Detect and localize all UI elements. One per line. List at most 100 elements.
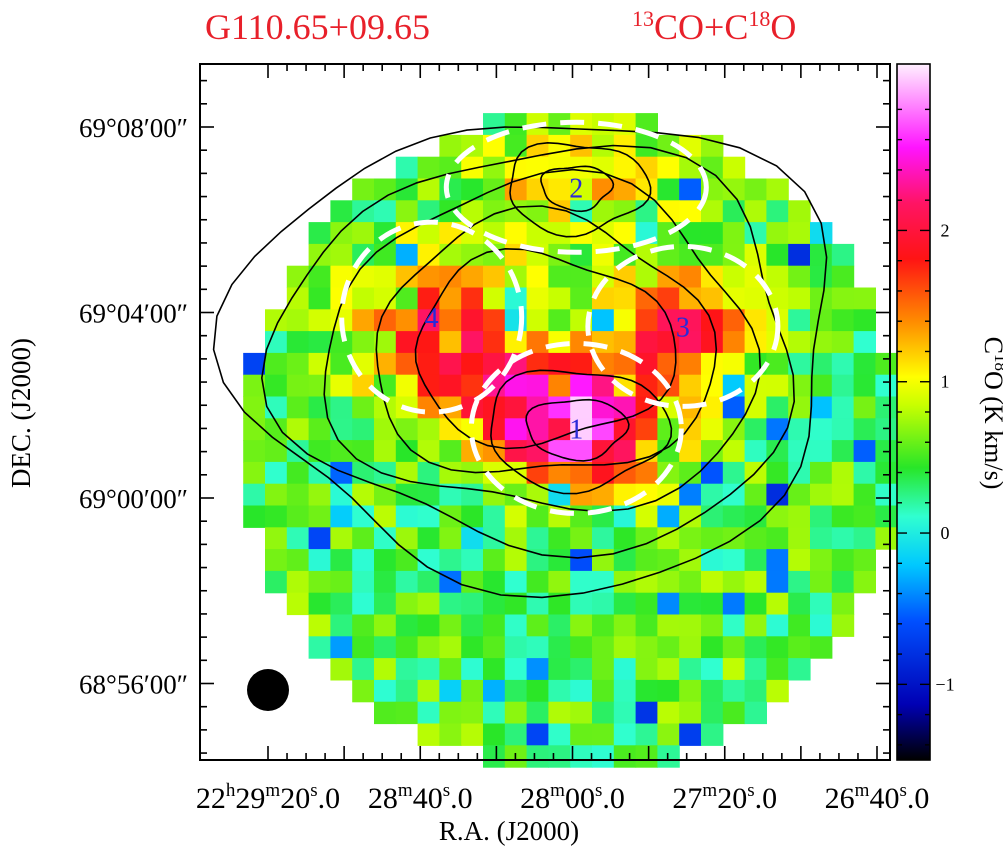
- heatmap-cell: [395, 265, 419, 289]
- clump-outline: [468, 340, 684, 516]
- heatmap-cell: [417, 723, 440, 746]
- beam-marker: [247, 669, 289, 711]
- heatmap-cell: [374, 396, 397, 419]
- heatmap-cell: [395, 505, 419, 528]
- heatmap-cell: [766, 200, 789, 223]
- heatmap-cell: [461, 723, 484, 746]
- heatmap-cell: [374, 549, 397, 572]
- heatmap-cell: [374, 178, 397, 201]
- heatmap-cell: [657, 505, 680, 528]
- heatmap-cell: [570, 527, 593, 550]
- heatmap-cell: [483, 418, 506, 441]
- heatmap-cell: [570, 614, 593, 637]
- heatmap-cell: [439, 527, 462, 550]
- heatmap-cell: [570, 440, 593, 463]
- heatmap-cell: [810, 265, 833, 289]
- heatmap-cell: [831, 418, 855, 441]
- heatmap-cell: [417, 636, 440, 659]
- heatmap-cell: [417, 331, 440, 354]
- heatmap-cell: [701, 374, 724, 398]
- heatmap-cell: [613, 440, 637, 463]
- colorbar-tick-label: 0: [941, 523, 950, 543]
- heatmap-cell: [570, 287, 593, 310]
- heatmap-cell: [374, 570, 397, 594]
- heatmap-cell: [853, 570, 876, 594]
- heatmap-cell: [570, 658, 593, 681]
- heatmap-cell: [330, 440, 353, 463]
- heatmap-cell: [504, 374, 528, 398]
- heatmap-cell: [701, 200, 724, 223]
- heatmap-cell: [722, 156, 746, 180]
- heatmap-cell: [483, 287, 506, 310]
- heatmap-cell: [744, 483, 767, 507]
- heatmap-cell: [788, 505, 811, 528]
- heatmap-cell: [352, 636, 375, 659]
- heatmap-cell: [701, 505, 724, 528]
- heatmap-cell: [395, 156, 419, 180]
- heatmap-cell: [374, 265, 397, 289]
- heatmap-cell: [439, 614, 462, 637]
- heatmap-cell: [744, 527, 767, 550]
- heatmap-cell: [548, 723, 571, 746]
- heatmap-cell: [592, 374, 615, 398]
- heatmap-cell: [788, 658, 811, 681]
- contour-line: [375, 205, 718, 474]
- clump-outlines: [339, 119, 781, 516]
- heatmap-cell: [635, 352, 658, 376]
- heatmap-cell: [352, 592, 375, 616]
- heatmap-cell: [504, 701, 528, 725]
- heatmap-cell: [395, 658, 419, 681]
- heatmap-cell: [679, 265, 702, 289]
- heatmap-cell: [722, 549, 746, 572]
- heatmap-cell: [548, 679, 571, 703]
- heatmap-cell: [766, 461, 789, 485]
- heatmap-cell: [374, 200, 397, 223]
- heatmap-cell: [548, 200, 571, 223]
- heatmap-cell: [526, 658, 549, 681]
- heatmap-cell: [439, 200, 462, 223]
- heatmap-cell: [526, 287, 549, 310]
- heatmap-cell: [766, 222, 789, 245]
- heatmap-cell: [417, 440, 440, 463]
- heatmap-cell: [417, 592, 440, 616]
- heatmap-cell: [766, 352, 789, 376]
- heatmap-cell: [701, 156, 724, 180]
- heatmap-cell: [439, 723, 462, 746]
- heatmap-cell: [679, 178, 702, 201]
- heatmap-cell: [810, 396, 833, 419]
- heatmap-cell: [613, 723, 637, 746]
- heatmap-cell: [504, 549, 528, 572]
- heatmap-cell: [483, 570, 506, 594]
- x-tick-label: 28m40s.0: [368, 780, 473, 815]
- heatmap-cell: [526, 745, 549, 768]
- heatmap-cell: [657, 636, 680, 659]
- heatmap-cell: [504, 440, 528, 463]
- heatmap-cell: [570, 243, 593, 267]
- heatmap-cell: [657, 723, 680, 746]
- heatmap-cell: [395, 243, 419, 267]
- heatmap-cell: [613, 200, 637, 223]
- heatmap-cell: [526, 701, 549, 725]
- heatmap-cell: [722, 222, 746, 245]
- heatmap-cell: [592, 309, 615, 332]
- heatmap-cell: [635, 200, 658, 223]
- heatmap-cell: [635, 309, 658, 332]
- heatmap-cell: [395, 636, 419, 659]
- heatmap-cell: [265, 505, 288, 528]
- heatmap-cell: [308, 636, 331, 659]
- heatmap-cell: [635, 178, 658, 201]
- heatmap-cell: [330, 352, 353, 376]
- heatmap-cell: [286, 265, 310, 289]
- heatmap-cell: [439, 287, 462, 310]
- heatmap-cell: [722, 265, 746, 289]
- heatmap-cell: [570, 570, 593, 594]
- heatmap-cell: [330, 505, 353, 528]
- heatmap-cell: [722, 396, 746, 419]
- heatmap-cell: [613, 527, 637, 550]
- heatmap-cell: [788, 461, 811, 485]
- heatmap-cell: [352, 178, 375, 201]
- heatmap-cell: [744, 636, 767, 659]
- heatmap-cell: [526, 178, 549, 201]
- heatmap-cell: [853, 440, 876, 463]
